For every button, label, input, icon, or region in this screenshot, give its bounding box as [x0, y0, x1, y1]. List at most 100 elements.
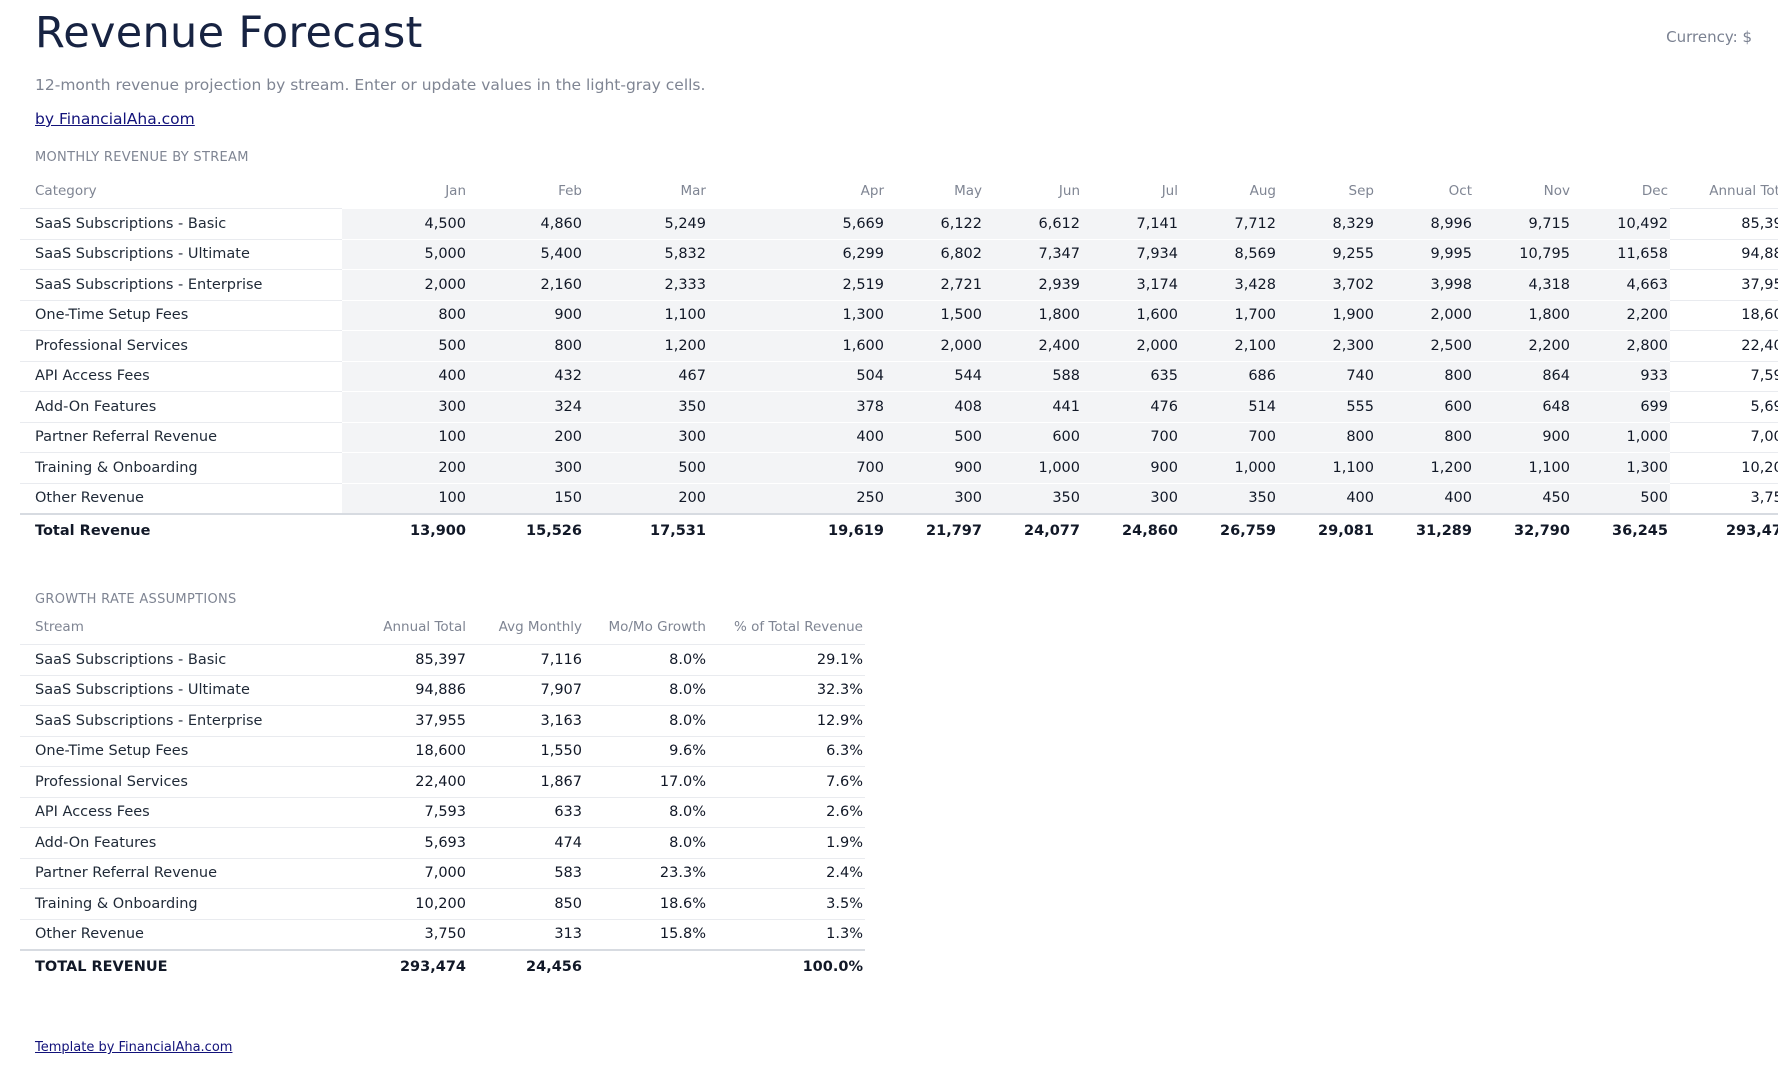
- input-cell[interactable]: 500: [1572, 482, 1670, 514]
- input-cell[interactable]: 1,100: [584, 299, 708, 331]
- input-cell[interactable]: 400: [708, 421, 886, 453]
- input-cell[interactable]: 800: [468, 330, 584, 361]
- input-cell[interactable]: 9,715: [1474, 208, 1572, 239]
- input-cell[interactable]: 6,122: [886, 208, 984, 239]
- input-cell[interactable]: 2,721: [886, 269, 984, 300]
- input-cell[interactable]: 200: [584, 482, 708, 514]
- input-cell[interactable]: 800: [1376, 360, 1474, 392]
- input-cell[interactable]: 2,939: [984, 269, 1082, 300]
- input-cell[interactable]: 500: [584, 452, 708, 483]
- input-cell[interactable]: 900: [1474, 421, 1572, 453]
- input-cell[interactable]: 5,249: [584, 208, 708, 239]
- input-cell[interactable]: 740: [1278, 360, 1376, 392]
- input-cell[interactable]: 2,000: [1082, 330, 1180, 361]
- input-cell[interactable]: 1,300: [708, 299, 886, 331]
- input-cell[interactable]: 1,600: [1082, 299, 1180, 331]
- input-cell[interactable]: 100: [342, 421, 468, 453]
- input-cell[interactable]: 635: [1082, 360, 1180, 392]
- input-cell[interactable]: 699: [1572, 391, 1670, 422]
- input-cell[interactable]: 250: [708, 482, 886, 514]
- input-cell[interactable]: 2,200: [1572, 299, 1670, 331]
- input-cell[interactable]: 8,569: [1180, 238, 1278, 270]
- input-cell[interactable]: 5,832: [584, 238, 708, 270]
- input-cell[interactable]: 100: [342, 482, 468, 514]
- input-cell[interactable]: 324: [468, 391, 584, 422]
- input-cell[interactable]: 6,802: [886, 238, 984, 270]
- input-cell[interactable]: 4,318: [1474, 269, 1572, 300]
- input-cell[interactable]: 1,100: [1474, 452, 1572, 483]
- input-cell[interactable]: 500: [342, 330, 468, 361]
- input-cell[interactable]: 300: [1082, 482, 1180, 514]
- input-cell[interactable]: 350: [1180, 482, 1278, 514]
- input-cell[interactable]: 4,663: [1572, 269, 1670, 300]
- input-cell[interactable]: 7,934: [1082, 238, 1180, 270]
- input-cell[interactable]: 2,519: [708, 269, 886, 300]
- input-cell[interactable]: 2,100: [1180, 330, 1278, 361]
- input-cell[interactable]: 500: [886, 421, 984, 453]
- input-cell[interactable]: 300: [468, 452, 584, 483]
- input-cell[interactable]: 200: [468, 421, 584, 453]
- input-cell[interactable]: 450: [1474, 482, 1572, 514]
- byline-link[interactable]: by FinancialAha.com: [35, 110, 195, 128]
- input-cell[interactable]: 378: [708, 391, 886, 422]
- input-cell[interactable]: 648: [1474, 391, 1572, 422]
- input-cell[interactable]: 3,702: [1278, 269, 1376, 300]
- input-cell[interactable]: 686: [1180, 360, 1278, 392]
- input-cell[interactable]: 1,100: [1278, 452, 1376, 483]
- input-cell[interactable]: 2,400: [984, 330, 1082, 361]
- input-cell[interactable]: 800: [1278, 421, 1376, 453]
- input-cell[interactable]: 1,800: [1474, 299, 1572, 331]
- input-cell[interactable]: 4,500: [342, 208, 468, 239]
- input-cell[interactable]: 2,300: [1278, 330, 1376, 361]
- input-cell[interactable]: 588: [984, 360, 1082, 392]
- input-cell[interactable]: 432: [468, 360, 584, 392]
- input-cell[interactable]: 8,996: [1376, 208, 1474, 239]
- input-cell[interactable]: 933: [1572, 360, 1670, 392]
- input-cell[interactable]: 1,600: [708, 330, 886, 361]
- input-cell[interactable]: 200: [342, 452, 468, 483]
- input-cell[interactable]: 5,000: [342, 238, 468, 270]
- input-cell[interactable]: 467: [584, 360, 708, 392]
- input-cell[interactable]: 400: [342, 360, 468, 392]
- input-cell[interactable]: 700: [1082, 421, 1180, 453]
- input-cell[interactable]: 11,658: [1572, 238, 1670, 270]
- input-cell[interactable]: 6,612: [984, 208, 1082, 239]
- input-cell[interactable]: 8,329: [1278, 208, 1376, 239]
- input-cell[interactable]: 1,900: [1278, 299, 1376, 331]
- input-cell[interactable]: 600: [1376, 391, 1474, 422]
- input-cell[interactable]: 1,200: [1376, 452, 1474, 483]
- input-cell[interactable]: 544: [886, 360, 984, 392]
- input-cell[interactable]: 350: [984, 482, 1082, 514]
- input-cell[interactable]: 300: [342, 391, 468, 422]
- input-cell[interactable]: 1,300: [1572, 452, 1670, 483]
- input-cell[interactable]: 1,500: [886, 299, 984, 331]
- input-cell[interactable]: 2,500: [1376, 330, 1474, 361]
- input-cell[interactable]: 6,299: [708, 238, 886, 270]
- input-cell[interactable]: 600: [984, 421, 1082, 453]
- input-cell[interactable]: 476: [1082, 391, 1180, 422]
- input-cell[interactable]: 555: [1278, 391, 1376, 422]
- input-cell[interactable]: 408: [886, 391, 984, 422]
- input-cell[interactable]: 400: [1278, 482, 1376, 514]
- input-cell[interactable]: 10,795: [1474, 238, 1572, 270]
- input-cell[interactable]: 7,347: [984, 238, 1082, 270]
- input-cell[interactable]: 2,160: [468, 269, 584, 300]
- input-cell[interactable]: 1,000: [984, 452, 1082, 483]
- input-cell[interactable]: 700: [1180, 421, 1278, 453]
- input-cell[interactable]: 3,998: [1376, 269, 1474, 300]
- footer-link[interactable]: Template by FinancialAha.com: [35, 1040, 233, 1055]
- input-cell[interactable]: 514: [1180, 391, 1278, 422]
- input-cell[interactable]: 3,428: [1180, 269, 1278, 300]
- input-cell[interactable]: 900: [886, 452, 984, 483]
- input-cell[interactable]: 1,000: [1180, 452, 1278, 483]
- input-cell[interactable]: 2,000: [886, 330, 984, 361]
- input-cell[interactable]: 150: [468, 482, 584, 514]
- input-cell[interactable]: 3,174: [1082, 269, 1180, 300]
- input-cell[interactable]: 300: [584, 421, 708, 453]
- input-cell[interactable]: 1,800: [984, 299, 1082, 331]
- input-cell[interactable]: 9,995: [1376, 238, 1474, 270]
- input-cell[interactable]: 10,492: [1572, 208, 1670, 239]
- input-cell[interactable]: 4,860: [468, 208, 584, 239]
- input-cell[interactable]: 1,200: [584, 330, 708, 361]
- input-cell[interactable]: 2,800: [1572, 330, 1670, 361]
